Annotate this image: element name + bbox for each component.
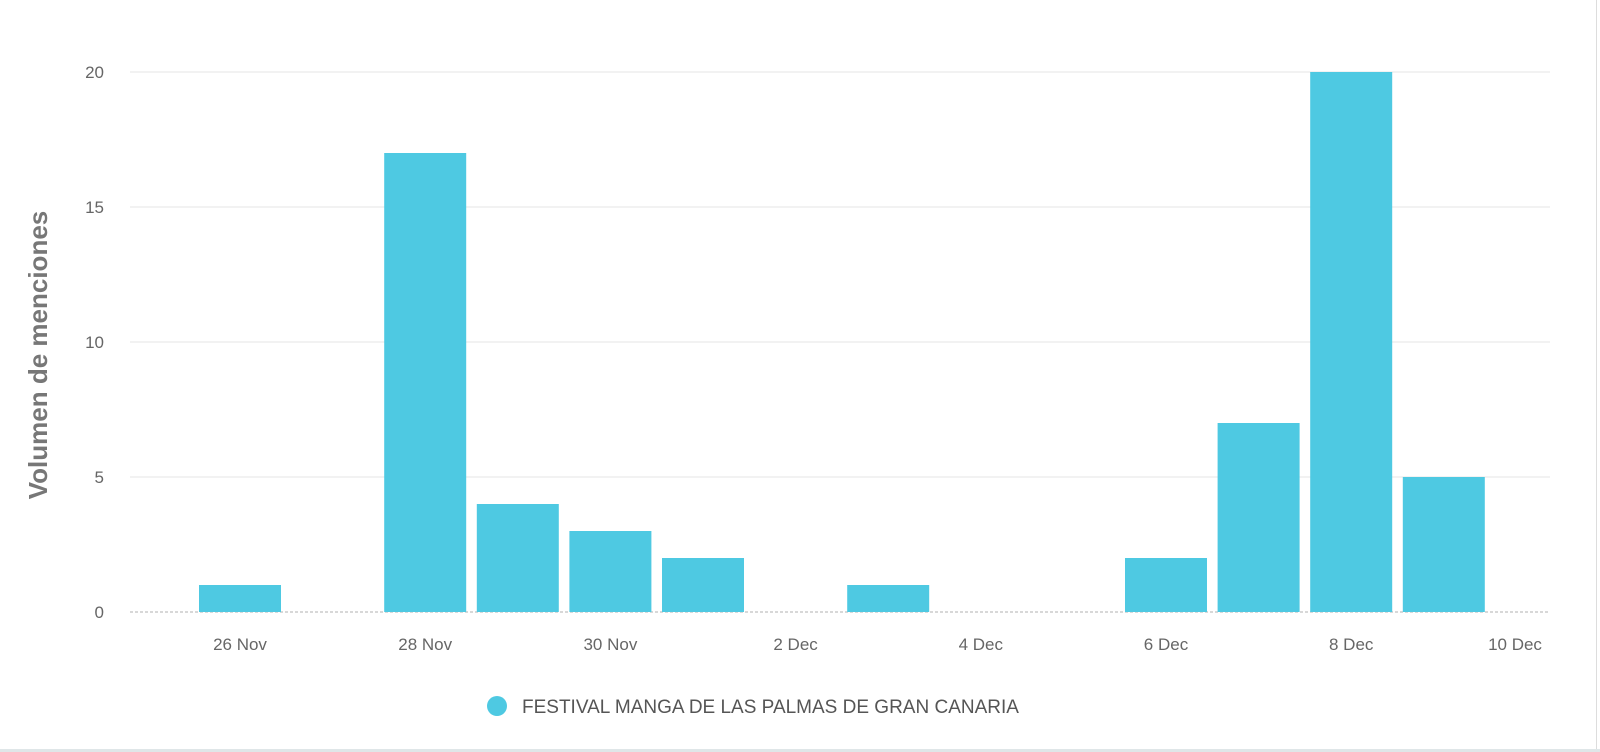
x-tick-label: 8 Dec <box>1329 635 1374 654</box>
x-tick-label: 6 Dec <box>1144 635 1189 654</box>
y-tick-label: 15 <box>85 198 104 217</box>
y-tick-label: 0 <box>95 603 104 622</box>
legend[interactable]: FESTIVAL MANGA DE LAS PALMAS DE GRAN CAN… <box>487 696 1019 718</box>
bar-8-dec[interactable] <box>1310 72 1393 612</box>
x-tick-label: 28 Nov <box>398 635 452 654</box>
bar-7-dec[interactable] <box>1217 423 1300 612</box>
bottom-border <box>0 749 1600 752</box>
x-tick-label: 4 Dec <box>959 635 1004 654</box>
x-tick-label: 30 Nov <box>583 635 637 654</box>
x-tick-label: 26 Nov <box>213 635 267 654</box>
legend-label: FESTIVAL MANGA DE LAS PALMAS DE GRAN CAN… <box>522 697 1019 718</box>
x-tick-label: 10 Dec <box>1488 635 1542 654</box>
bar-6-dec[interactable] <box>1125 558 1207 612</box>
chart-frame <box>1596 0 1597 749</box>
bar-26-nov[interactable] <box>199 585 281 612</box>
bar-29-nov[interactable] <box>476 504 559 612</box>
y-tick-label: 20 <box>85 63 104 82</box>
bar-1-dec[interactable] <box>662 558 744 612</box>
legend-marker <box>487 696 507 716</box>
bar-3-dec[interactable] <box>847 585 930 612</box>
y-axis-label: Volumen de menciones <box>23 211 53 499</box>
x-tick-label: 2 Dec <box>773 635 818 654</box>
bar-30-nov[interactable] <box>569 531 652 612</box>
y-tick-label: 5 <box>95 468 104 487</box>
bar-28-nov[interactable] <box>384 153 467 612</box>
bar-9-dec[interactable] <box>1402 477 1485 612</box>
y-tick-label: 10 <box>85 333 104 352</box>
